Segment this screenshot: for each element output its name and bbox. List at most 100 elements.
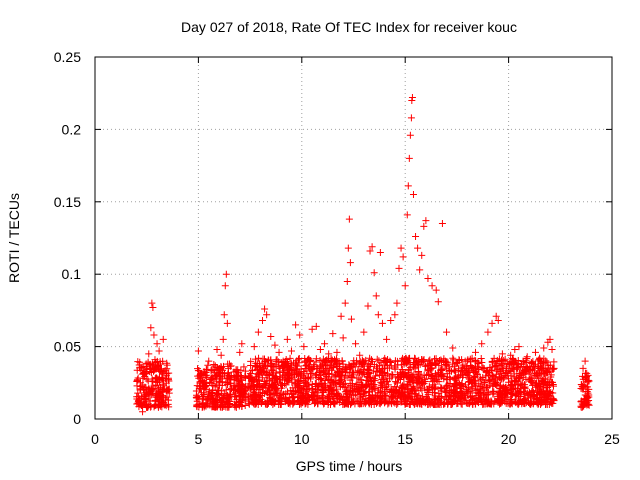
data-point-band	[354, 400, 362, 408]
data-point-band	[150, 403, 158, 411]
data-point-band	[305, 381, 313, 389]
data-point-band	[261, 355, 269, 363]
data-point	[148, 299, 156, 307]
data-point-band	[396, 368, 404, 376]
data-point-band	[146, 368, 154, 376]
data-point-band	[447, 400, 455, 408]
data-point-band	[231, 393, 239, 401]
data-point-band	[470, 373, 478, 381]
data-point	[478, 340, 486, 348]
data-point-band	[405, 376, 413, 384]
data-point-band	[344, 372, 352, 380]
data-point-band	[437, 385, 445, 393]
data-point-band	[471, 373, 479, 381]
data-point-band	[360, 390, 368, 398]
y-tick-label: 0.1	[62, 266, 82, 282]
data-point-band	[488, 371, 496, 379]
data-point-band	[224, 379, 232, 387]
data-point-band	[342, 387, 350, 395]
data-point	[412, 233, 420, 241]
data-point	[267, 332, 275, 340]
data-point-band	[458, 389, 466, 397]
data-point-band	[247, 384, 255, 392]
data-point-band	[316, 375, 324, 383]
data-point-band	[309, 393, 317, 401]
data-point	[583, 387, 591, 395]
data-point	[523, 353, 531, 361]
data-point-band	[336, 376, 344, 384]
data-point-band	[214, 402, 222, 410]
data-point-band	[532, 394, 540, 402]
data-point	[404, 182, 412, 190]
data-point-band	[523, 355, 531, 363]
data-point-band	[467, 362, 475, 370]
data-point	[161, 374, 169, 382]
data-point-band	[300, 391, 308, 399]
y-tick-label: 0.15	[54, 194, 81, 210]
data-point-band	[493, 379, 501, 387]
data-point-band	[469, 398, 477, 406]
x-tick-label: 5	[195, 431, 203, 447]
data-point-band	[149, 387, 157, 395]
data-point-band	[511, 398, 519, 406]
grid-lines	[95, 57, 612, 419]
data-point	[192, 393, 200, 401]
data-point-band	[386, 357, 394, 365]
data-point-band	[195, 367, 203, 375]
data-point-band	[268, 366, 276, 374]
data-point-band	[265, 371, 273, 379]
data-point-band	[159, 391, 167, 399]
data-point-band	[359, 358, 367, 366]
data-point-band	[457, 390, 465, 398]
data-point	[308, 325, 316, 333]
data-point-band	[518, 360, 526, 368]
data-point-band	[550, 358, 558, 366]
data-point	[222, 270, 230, 278]
data-point-band	[443, 361, 451, 369]
data-point-band	[353, 357, 361, 365]
x-tick-label: 15	[397, 431, 413, 447]
data-point-band	[438, 384, 446, 392]
data-point	[279, 357, 287, 365]
data-point-band	[345, 361, 353, 369]
data-point-band	[527, 374, 535, 382]
data-point-band	[545, 367, 553, 375]
data-point-band	[382, 372, 390, 380]
data-point-band	[430, 389, 438, 397]
data-point-band	[450, 385, 458, 393]
data-point	[579, 364, 587, 372]
data-point-band	[382, 357, 390, 365]
data-point	[250, 343, 258, 351]
data-point-band	[544, 368, 552, 376]
data-point-band	[346, 362, 354, 370]
data-point	[329, 330, 337, 338]
data-point	[405, 154, 413, 162]
data-point-band	[284, 370, 292, 378]
data-point-band	[239, 393, 247, 401]
data-point-band	[193, 403, 201, 411]
data-point	[292, 321, 300, 329]
data-point-band	[408, 372, 416, 380]
data-point	[511, 345, 519, 353]
data-point-band	[419, 397, 427, 405]
data-point	[438, 220, 446, 228]
data-point-band	[490, 388, 498, 396]
data-point	[201, 383, 209, 391]
data-point	[364, 302, 372, 310]
data-point-band	[463, 387, 471, 395]
data-point-band	[300, 384, 308, 392]
data-point-band	[403, 385, 411, 393]
data-point	[343, 277, 351, 285]
data-point-band	[578, 382, 586, 390]
axis-ticks	[94, 56, 613, 420]
data-point-band	[324, 386, 332, 394]
data-point	[531, 348, 539, 356]
data-point-band	[286, 354, 294, 362]
data-point-band	[425, 357, 433, 365]
data-point-band	[371, 376, 379, 384]
x-tick-label: 0	[91, 431, 99, 447]
data-point-band	[464, 399, 472, 407]
data-point-band	[399, 384, 407, 392]
data-point-band	[400, 360, 408, 368]
data-point-band	[163, 359, 171, 367]
